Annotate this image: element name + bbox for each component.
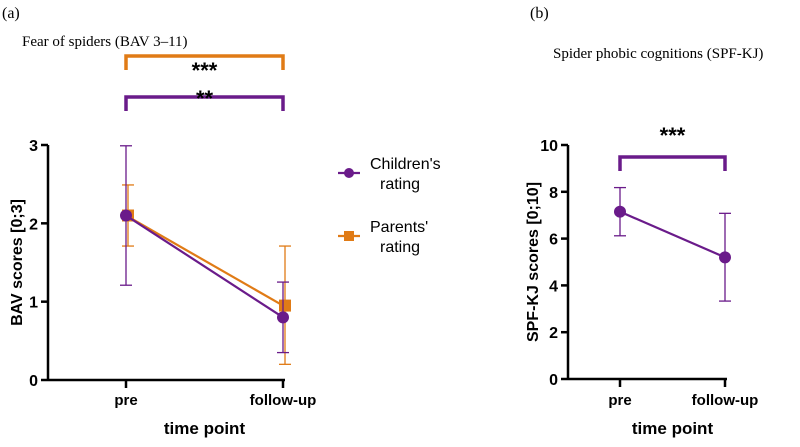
legend: Children's rating Parents' rating bbox=[338, 156, 441, 256]
series-line bbox=[619, 210, 726, 259]
series-0 bbox=[120, 145, 289, 354]
data-point bbox=[614, 205, 626, 218]
significance-bracket bbox=[618, 155, 727, 171]
significance-label: *** bbox=[192, 58, 218, 83]
data-point bbox=[277, 311, 289, 324]
x-tick-label: pre bbox=[608, 392, 631, 409]
chart-title: Spider phobic cognitions (SPF-KJ) bbox=[553, 46, 763, 62]
significance-label: ** bbox=[196, 86, 214, 111]
panel-label: (b) bbox=[530, 5, 549, 22]
significance-label: *** bbox=[660, 123, 686, 148]
series-0 bbox=[614, 186, 731, 302]
legend-label: Parents' rating bbox=[370, 219, 428, 256]
series-line bbox=[125, 214, 284, 307]
series-1 bbox=[122, 184, 291, 365]
data-point bbox=[120, 209, 132, 222]
x-axis-label: time point bbox=[632, 419, 714, 438]
y-axis-label: SPF-KJ scores [0;10] bbox=[525, 182, 542, 342]
panel-label: (a) bbox=[2, 5, 20, 22]
y-tick-label: 1 bbox=[29, 295, 38, 312]
y-tick-label: 10 bbox=[540, 138, 558, 155]
y-tick-label: 8 bbox=[549, 185, 558, 202]
x-tick-label: follow-up bbox=[692, 392, 759, 409]
x-tick-label: follow-up bbox=[250, 392, 317, 409]
legend-marker bbox=[344, 168, 354, 178]
y-axis-label: BAV scores [0;3] bbox=[9, 199, 26, 326]
chart-title: Fear of spiders (BAV 3–11) bbox=[22, 34, 188, 50]
data-point bbox=[279, 299, 291, 312]
x-tick-label: pre bbox=[114, 392, 137, 409]
y-tick-label: 3 bbox=[29, 138, 38, 155]
data-point bbox=[719, 251, 731, 264]
y-tick-label: 0 bbox=[549, 372, 558, 389]
legend-marker bbox=[344, 231, 354, 241]
chart-panel-0: (a)Fear of spiders (BAV 3–11) 0 1 2 3 pre foll… bbox=[2, 5, 441, 438]
y-tick-label: 4 bbox=[549, 278, 558, 295]
series-line bbox=[125, 214, 284, 319]
x-axis-label: time point bbox=[164, 419, 246, 438]
y-tick-label: 2 bbox=[549, 325, 558, 342]
significance-bracket bbox=[124, 54, 285, 70]
y-tick-label: 0 bbox=[29, 373, 38, 390]
legend-label: Children's rating bbox=[370, 156, 441, 193]
significance-bracket bbox=[124, 95, 285, 111]
y-tick-label: 2 bbox=[29, 216, 38, 233]
y-tick-label: 6 bbox=[549, 232, 558, 249]
chart-panel-1: (b) Spider phobic cognitions (SPF-KJ) 0 2 4 6… bbox=[525, 5, 763, 438]
